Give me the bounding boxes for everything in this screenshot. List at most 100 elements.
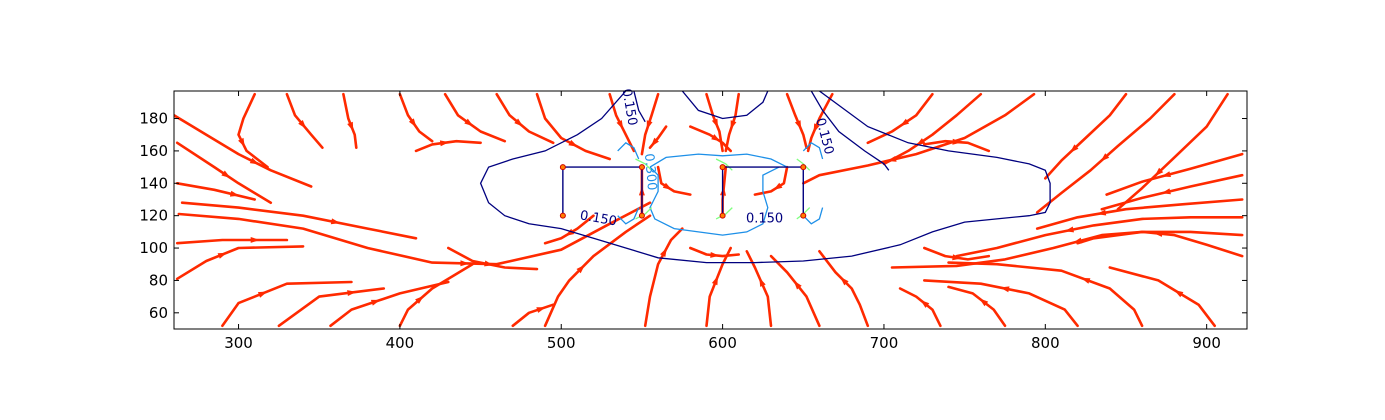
streamline-arrow [662, 182, 672, 190]
streamline-arrow [217, 252, 227, 259]
streamline-arrow [759, 277, 766, 287]
streamline-arrow [794, 120, 802, 130]
streamline-arrow [711, 134, 721, 142]
contour-inner [635, 207, 653, 220]
x-tick-label: 500 [547, 334, 576, 352]
streamline-arrow [916, 138, 926, 146]
streamline-arrow [646, 120, 653, 130]
streamline-arrow [536, 307, 546, 313]
electrodes [559, 164, 807, 219]
streamline-arrow [347, 290, 357, 296]
streamline [1116, 92, 1229, 211]
contour-outer [681, 91, 769, 120]
contour-mid [802, 141, 824, 160]
y-tick-label: 60 [149, 304, 168, 322]
streamlines [174, 92, 1244, 328]
streamline [175, 182, 256, 201]
streamline-arrow [1000, 286, 1010, 293]
electrode-corner [638, 212, 645, 219]
streamline-arrow [1096, 209, 1107, 216]
streamline-arrow [238, 137, 245, 148]
streamline [174, 114, 313, 188]
electrode-corner [719, 212, 726, 219]
streamline-arrow [900, 118, 910, 127]
streamline-arrow [298, 120, 307, 129]
streamline-arrow [1100, 153, 1110, 162]
y-tick-label: 140 [139, 174, 168, 192]
streamline [818, 250, 870, 328]
streamline-arrow [1081, 277, 1091, 284]
streamline [1044, 92, 1128, 180]
streamline-arrow [1069, 144, 1079, 153]
streamline-arrow [711, 275, 718, 286]
streamline-arrow [1072, 237, 1083, 244]
streamline [177, 201, 652, 266]
streamline-arrow [484, 260, 494, 267]
streamline-arrow [730, 120, 737, 130]
streamline-arrow [979, 298, 989, 307]
streamline [643, 227, 684, 328]
streamline-arrow [568, 139, 578, 147]
electrode-corner [800, 164, 807, 171]
streamline-arrow [347, 121, 354, 132]
contour-label: 0.150 [746, 211, 783, 226]
streamline-arrow [711, 118, 718, 128]
contour-inner [715, 207, 733, 220]
streamline-arrow [813, 123, 820, 133]
streamline [175, 238, 289, 245]
x-axis: 300 400 500 600 700 800 900 [224, 91, 1221, 352]
streamline [180, 201, 418, 240]
y-tick-label: 160 [139, 142, 168, 160]
contour-mid [802, 207, 824, 225]
streamline [1035, 198, 1244, 230]
y-tick-label: 100 [139, 239, 168, 257]
streamline-arrow [464, 118, 474, 127]
streamline-arrow [1154, 167, 1164, 177]
electrode-corner [638, 164, 645, 171]
streamline-arrow [250, 237, 260, 243]
streamline-arrow [229, 190, 240, 197]
streamline-arrow [439, 140, 450, 147]
contour-lines [479, 91, 1051, 264]
streamline [237, 92, 269, 169]
streamline-arrow [952, 138, 962, 145]
contour-label: 0.150 [618, 88, 639, 127]
streamline-arrow [952, 254, 962, 261]
streamline [535, 92, 611, 161]
contour-mid [649, 153, 788, 168]
streamline-arrow [710, 252, 720, 258]
streamline-arrow [616, 120, 624, 130]
contour-mid [649, 166, 780, 236]
streamline-arrow [1161, 171, 1171, 177]
y-tick-label: 120 [139, 207, 168, 225]
y-tick-label: 80 [149, 271, 168, 289]
streamline-arrow [1161, 188, 1171, 195]
streamline-arrow [249, 157, 260, 165]
contour-label: 0.150 [579, 208, 618, 229]
streamline-arrow [221, 170, 231, 178]
electrode-corner [559, 164, 566, 171]
plot-frame [173, 90, 1248, 330]
contour-outer [633, 91, 646, 123]
streamline [923, 279, 1079, 328]
contour-inner [796, 158, 811, 171]
streamline-arrow [370, 299, 381, 306]
contour-mid [617, 207, 640, 225]
streamline-arrow [660, 247, 667, 257]
electrode-outline [721, 166, 804, 216]
streamline-arrow [1064, 226, 1074, 233]
contour-inner [715, 158, 733, 171]
streamline [802, 92, 1036, 185]
streamline [277, 287, 386, 328]
x-tick-label: 400 [386, 334, 415, 352]
y-axis: 60 80 100 120 140 160 180 [139, 110, 1247, 322]
streamline [955, 216, 1244, 258]
y-tick-label: 180 [139, 110, 168, 128]
streamline-arrow [773, 182, 783, 190]
electrode-corner [719, 164, 726, 171]
electrode-corner [559, 212, 566, 219]
streamline-arrow [1174, 290, 1184, 298]
streamline-arrow [650, 137, 659, 147]
x-tick-label: 600 [708, 334, 737, 352]
